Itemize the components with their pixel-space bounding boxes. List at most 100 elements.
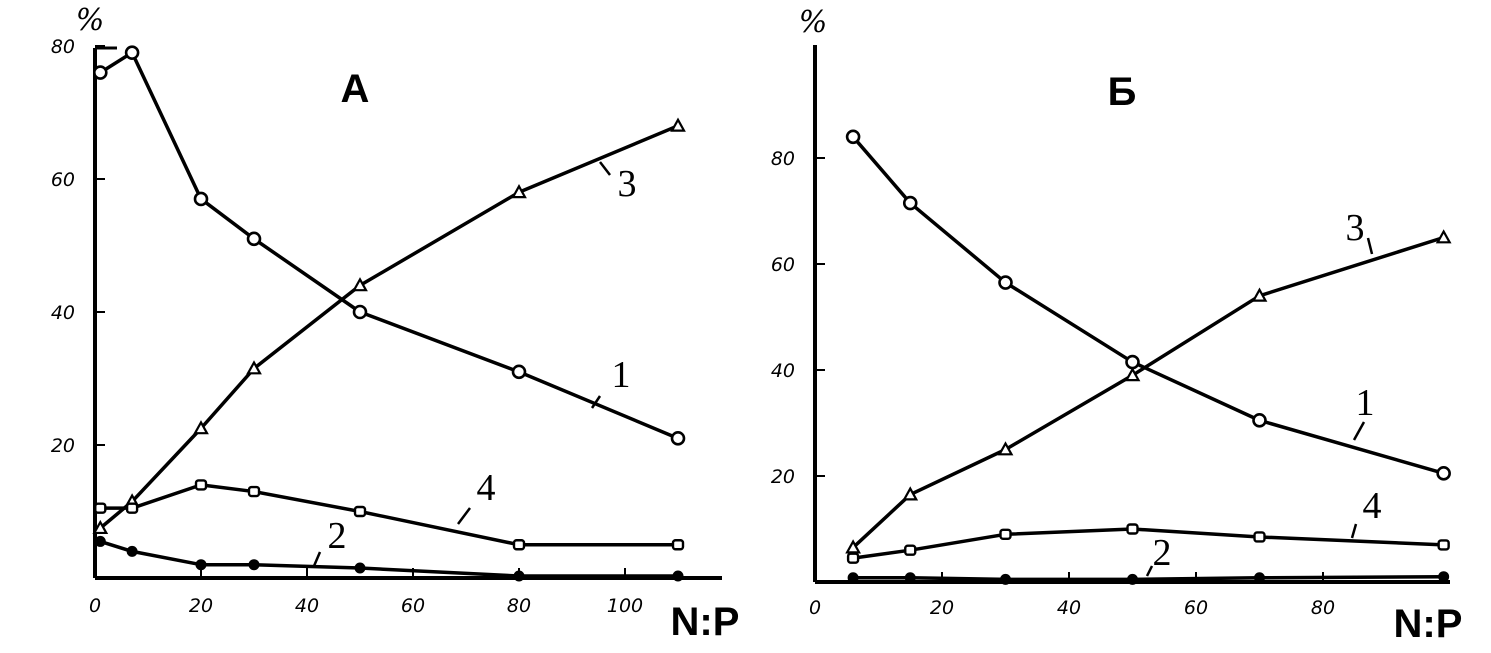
panel-a-series-3-point [670,117,686,132]
panel-b-series-2-point [1127,573,1138,585]
panel-b-series-2-point [1000,573,1011,585]
panel-a-series-1-point [193,191,209,207]
panel-a-series-1-point [246,231,262,247]
panel-a-series-4-point [512,539,526,551]
panel-b-series-2-point [847,572,859,584]
panel-a-series-1-line [99,50,679,440]
panel-b-series-2-line [853,574,1444,582]
panel-a-x-axis-label: N:P [671,600,740,644]
panel-a-y-tick-label: 20 [51,435,75,457]
panel-a-y-tick-label: 80 [51,36,75,58]
panel-a-series-2-point [94,535,106,547]
panel-b-series-1-point [1436,466,1451,481]
panel-b-series-2-point [1254,572,1265,584]
panel-b-y-tick-label: 80 [771,148,795,170]
panel-b-series-2-point [904,572,916,584]
panel-a-series-1-point [352,304,368,320]
panel-a-series-4-point [353,505,367,518]
panel-a-x-tick-label: 80 [507,595,531,617]
panel-a-series-1-point [670,431,686,446]
panel-b-series-4-point [846,552,860,564]
panel-a-series-3-point [246,360,262,375]
panel-b-series-3-point [902,486,919,501]
panel-a-series-4-label: 4 [477,467,496,509]
panel-a-series-3-point [92,519,109,535]
panel-b-series-3-point [1124,367,1141,382]
panel-b-series-4-leader [1350,523,1358,539]
panel-b-series-4-point [1253,531,1266,543]
panel-b-series-3-point [845,539,861,554]
panel-b-y-tick-label: 40 [771,360,795,382]
panel-a-series-2-point [195,559,207,571]
panel-b-y-tick-label: 60 [771,254,795,276]
panel-a-series-1-label: 1 [612,354,631,396]
panel-a-series-2-point [513,570,525,582]
panel-b-series-3-label: 3 [1346,207,1365,249]
panel-b-series-1-line [851,135,1445,476]
panel-b-series-4-point [904,544,917,556]
panel-a-series-4-point [671,539,685,551]
panel-b-series-1-point [902,195,918,211]
panel-a-series-2-point [354,562,366,574]
panel-a-series-1-point [511,364,527,380]
panel-b-series-2-label: 2 [1153,532,1172,574]
panel-b-x-tick-label: 80 [1311,597,1335,619]
panel-b-series-4-point [1126,523,1139,535]
panel-b-series-2-point [1438,571,1450,583]
panel-a-series-2-line [99,539,678,578]
panel-a-y-unit-label: % [76,3,105,38]
panel-a-x-tick-label: 20 [189,595,213,617]
panel-a-series-4-leader [457,507,471,525]
panel-a-series-4-line [100,483,678,547]
panel-b-series-1-point [998,275,1013,290]
panel-a-title: А [341,67,370,111]
panel-b-series-1-point [845,129,861,145]
panel-a-series-3-line [99,124,679,530]
panel-b-series-4-line [852,527,1444,560]
panel-a-series-4-point [247,485,261,498]
panel-b-y-unit-label: % [799,5,828,40]
panel-b-series-1-leader [1352,421,1366,441]
panel-a-series-4-point [194,479,208,491]
panel-a-series-2-point [126,545,138,557]
panel-b-series-3-leader [1366,237,1374,255]
panel-a-x-tick-label: 0 [89,595,101,617]
panel-a-series-3-point [193,420,209,435]
panel-a-series-2-point [672,570,684,582]
panel-b-series-3-point [1251,287,1268,302]
panel-a-series-1-point [124,45,140,60]
panel-b-series-4-point [1437,539,1450,551]
panel-b-x-tick-label: 40 [1057,597,1081,619]
panel-b-series-1-point [1125,354,1140,370]
panel-a-x-tick-label: 40 [295,595,319,617]
panel-b-title: Б [1108,70,1137,114]
panel-a-series-3-point [511,184,527,199]
panel-a-series-2-leader [312,551,322,567]
panel-b-series-4-label: 4 [1363,485,1382,527]
panel-a-x-tick-label: 100 [607,595,643,617]
panel-b-x-axis-label: N:P [1394,602,1463,646]
panel-a-y-tick-label: 60 [51,169,75,191]
panel-a-series-3-leader [599,161,611,176]
panel-a-x-tick-label: 60 [401,595,425,617]
panel-a-series-3-label: 3 [618,163,637,205]
panel-b-x-tick-label: 20 [930,597,954,619]
panel-b-series-3-point [1435,229,1452,244]
panel-a-series-4-point [125,502,139,514]
panel-a-series-4-point [94,502,107,514]
panel-b-series-1-point [1252,413,1267,428]
panel-a-series-2-point [248,559,260,571]
panel-a-series-1-point [93,65,108,80]
panel-b-series-1-label: 1 [1356,382,1375,424]
panel-a-series-1-leader [590,395,602,409]
panel-b-y-tick-label: 20 [771,466,795,488]
panel-b-x-tick-label: 0 [809,597,821,619]
panel-b-x-tick-label: 60 [1184,597,1208,619]
panel-a-series-2-label: 2 [328,515,347,557]
panel-b-series-3-line [851,235,1445,549]
panel-a-series-3-point [352,277,368,292]
panel-a-y-tick-label: 40 [51,302,75,324]
panel-b-series-3-point [997,441,1014,456]
